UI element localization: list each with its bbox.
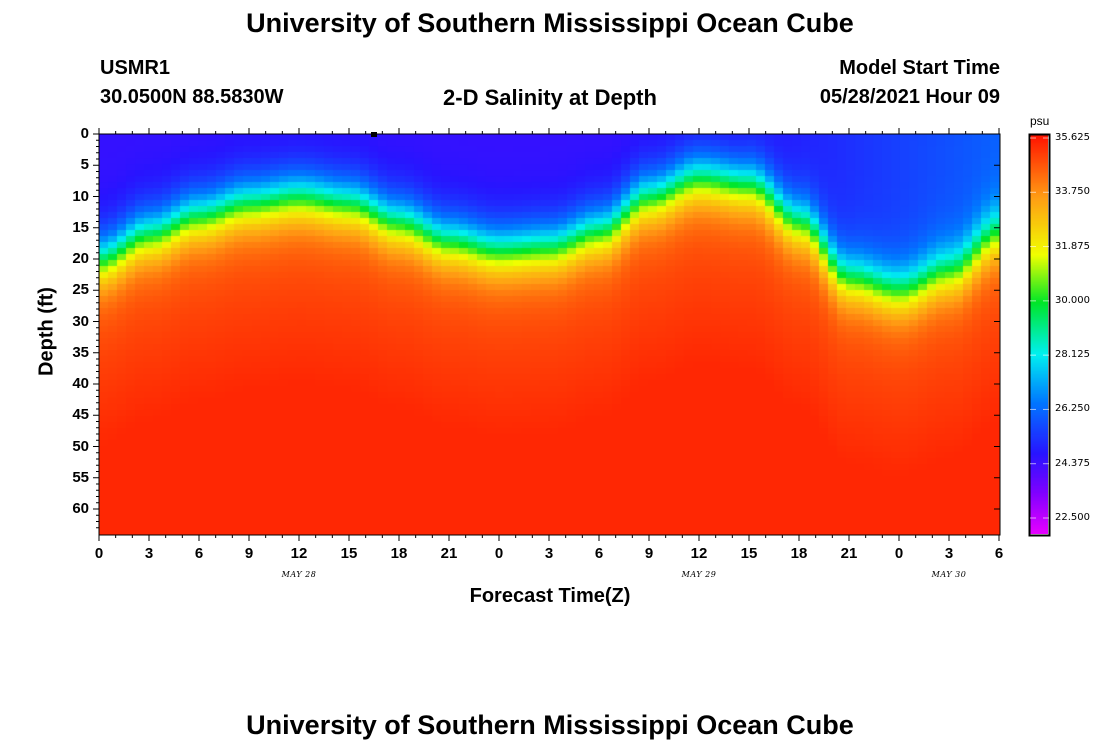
- y-tick-label: 50: [72, 437, 89, 455]
- x-tick-label: 15: [740, 545, 758, 562]
- y-tick-label: 35: [72, 343, 89, 361]
- colorbar-tick-label: 31.875: [1055, 240, 1090, 252]
- x-tick-label: 3: [944, 545, 954, 562]
- x-tick-label: 0: [94, 545, 104, 562]
- colorbar-unit: psu: [1030, 114, 1050, 128]
- page-title: University of Southern Mississippi Ocean…: [246, 8, 854, 38]
- colorbar-tick-label: 33.750: [1055, 186, 1090, 198]
- date-label: MAY 29: [681, 570, 717, 579]
- x-tick-label: 0: [494, 545, 504, 562]
- x-tick-label: 3: [544, 545, 554, 562]
- y-tick-label: 10: [72, 187, 89, 205]
- colorbar-frame: [1028, 133, 1051, 537]
- date-label: MAY 28: [281, 570, 317, 579]
- colorbar-tick-label: 26.250: [1055, 403, 1090, 415]
- model-start-value: 05/28/2021 Hour 09: [819, 86, 1000, 108]
- salinity-heatmap: [99, 134, 1000, 535]
- y-tick-label: 40: [72, 375, 89, 392]
- colorbar-tick-label: 22.500: [1055, 512, 1090, 523]
- x-tick-label: 6: [594, 545, 604, 562]
- colorbar: [1030, 135, 1048, 534]
- y-tick-label: 20: [72, 250, 89, 267]
- y-tick-label: 0: [80, 125, 89, 142]
- y-axis-label: Depth (ft): [35, 287, 58, 376]
- x-tick-label: 0: [894, 545, 904, 562]
- y-tick-label: 60: [72, 500, 89, 517]
- y-tick-label: 55: [72, 468, 89, 486]
- x-tick-label: 12: [690, 545, 708, 562]
- station-id: USMR1: [100, 57, 171, 79]
- y-tick-label: 15: [72, 218, 89, 236]
- x-tick-label: 9: [644, 545, 654, 562]
- y-tick-label: 25: [72, 281, 89, 299]
- x-tick-label: 9: [244, 545, 254, 562]
- x-tick-label: 21: [840, 545, 858, 562]
- colorbar-tick-label: 28.125: [1055, 349, 1090, 361]
- plot-frame: [98, 133, 1001, 536]
- model-start-label: Model Start Time: [839, 57, 1000, 79]
- x-tick-label: 12: [290, 545, 308, 562]
- x-tick-label: 18: [390, 545, 408, 562]
- x-axis-label: Forecast Time(Z): [469, 585, 631, 607]
- x-tick-label: 6: [194, 545, 204, 562]
- colorbar-tick-label: 24.375: [1055, 457, 1090, 469]
- date-label: MAY 30: [931, 570, 967, 579]
- start-time-marker: [371, 132, 377, 137]
- x-tick-label: 3: [144, 545, 154, 562]
- plot-title: 2-D Salinity at Depth: [443, 85, 657, 110]
- station-coords: 30.0500N 88.5830W: [100, 86, 284, 108]
- y-tick-label: 5: [80, 156, 89, 174]
- colorbar-tick-label: 30.000: [1055, 294, 1090, 306]
- colorbar-tick-label: 35.625: [1055, 132, 1090, 143]
- x-tick-label: 6: [994, 545, 1004, 562]
- y-tick-label: 45: [72, 406, 89, 424]
- x-tick-label: 21: [440, 545, 458, 562]
- x-tick-label: 18: [790, 545, 808, 562]
- page-footer-title: University of Southern Mississippi Ocean…: [246, 710, 854, 740]
- y-tick-label: 30: [72, 312, 89, 330]
- x-tick-label: 15: [340, 545, 358, 562]
